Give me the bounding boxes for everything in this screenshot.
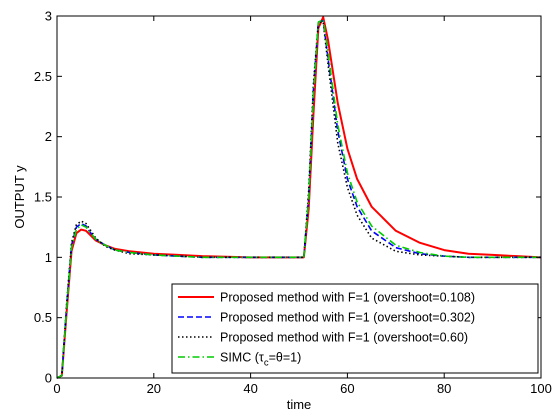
legend-label-overshoot-0-302: Proposed method with F=1 (overshoot=0.30… xyxy=(220,311,475,325)
legend-label-overshoot-0-108: Proposed method with F=1 (overshoot=0.10… xyxy=(220,291,475,305)
y-tick-label-2: 1 xyxy=(45,250,52,265)
legend-label-overshoot-0-60: Proposed method with F=1 (overshoot=0.60… xyxy=(220,331,468,345)
legend-box xyxy=(171,283,539,374)
y-tick-label-0: 0 xyxy=(45,371,52,386)
x-tick-label-1: 20 xyxy=(147,381,161,396)
legend-label-simc-subscript: c xyxy=(264,358,269,369)
series-layer xyxy=(56,16,542,379)
legend-label-simc-prefix: SIMC (τ xyxy=(220,351,264,365)
x-tick-label-2: 40 xyxy=(243,381,257,396)
y-tick-label-4: 2 xyxy=(45,129,52,144)
legend: Proposed method with F=1 (overshoot=0.10… xyxy=(171,283,539,374)
x-axis-label: time xyxy=(287,397,312,412)
x-tick-label-3: 60 xyxy=(340,381,354,396)
legend-label-simc: SIMC (τc=θ=1) xyxy=(220,351,301,369)
x-tick-label-0: 0 xyxy=(53,381,60,396)
series-line-4 xyxy=(56,18,541,379)
y-axis-label: OUTPUT y xyxy=(12,165,27,229)
series-line-3 xyxy=(56,21,541,379)
axis-ticks: 0 20 40 60 80 100 0 0.5 1 1.5 2 2.5 3 xyxy=(34,9,552,397)
y-tick-label-6: 3 xyxy=(45,9,52,24)
legend-label-simc-suffix: =θ=1) xyxy=(269,351,302,365)
y-tick-label-5: 2.5 xyxy=(34,69,52,84)
y-tick-label-1: 0.5 xyxy=(34,310,52,325)
x-tick-label-4: 80 xyxy=(437,381,451,396)
y-tick-label-3: 1.5 xyxy=(34,190,52,205)
x-tick-label-5: 100 xyxy=(530,381,552,396)
